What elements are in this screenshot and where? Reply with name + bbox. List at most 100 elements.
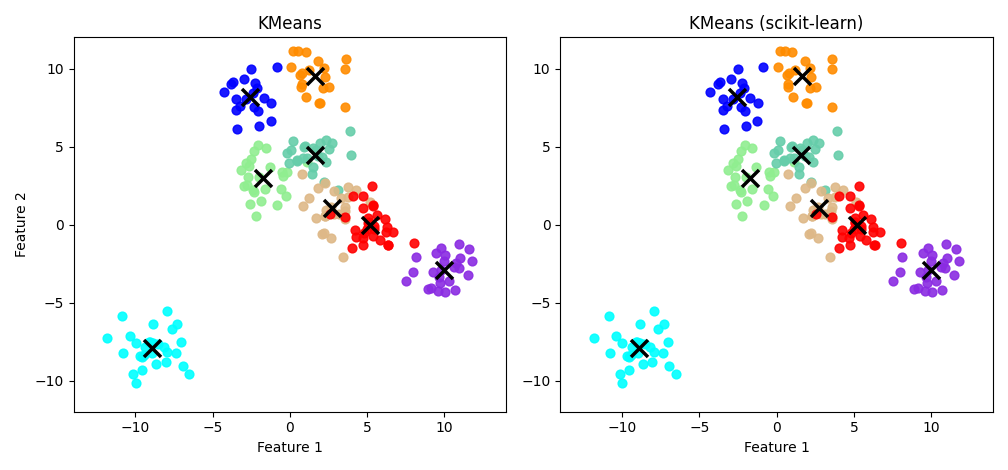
Point	[937, 240, 954, 248]
Point	[770, 64, 786, 71]
Point	[602, 349, 618, 357]
Point	[727, 173, 743, 180]
Point	[802, 64, 818, 72]
Point	[311, 99, 328, 107]
Point	[261, 163, 277, 171]
Point	[788, 195, 804, 202]
Point	[325, 204, 341, 212]
Point	[801, 84, 817, 92]
Point	[799, 139, 815, 147]
Point	[784, 93, 800, 101]
Point	[460, 272, 476, 279]
Point	[917, 288, 933, 295]
Point	[433, 266, 450, 274]
Point	[345, 192, 361, 200]
Point	[822, 253, 838, 260]
Point	[250, 141, 266, 149]
Point	[378, 229, 394, 236]
Point	[246, 148, 262, 155]
Point	[737, 108, 753, 115]
Point	[787, 67, 803, 74]
Point	[855, 211, 871, 218]
Point	[379, 224, 395, 231]
Point	[952, 257, 968, 265]
Point	[437, 288, 454, 296]
Point	[301, 195, 318, 202]
Point	[796, 152, 812, 160]
Point	[310, 58, 327, 65]
Point	[398, 277, 414, 285]
Point	[148, 360, 164, 368]
Point	[772, 47, 788, 55]
Point	[772, 137, 788, 145]
Point	[314, 230, 331, 238]
Point	[348, 233, 364, 241]
Point	[335, 253, 351, 260]
Point	[835, 233, 851, 241]
Point	[121, 332, 137, 340]
Point	[728, 162, 744, 170]
Point	[935, 260, 952, 267]
Point	[100, 334, 116, 342]
Point	[804, 136, 821, 144]
Point	[239, 181, 255, 189]
Point	[608, 332, 624, 340]
Point	[730, 155, 746, 162]
Point	[419, 285, 435, 292]
Point	[742, 94, 758, 101]
Point	[715, 95, 731, 102]
Point	[621, 353, 637, 360]
Point	[750, 99, 766, 107]
Point	[369, 211, 385, 218]
Point	[800, 154, 816, 161]
Point	[843, 229, 859, 236]
Point	[939, 254, 956, 261]
Point	[851, 182, 867, 189]
Point	[295, 143, 311, 151]
Point	[324, 139, 340, 147]
Point	[776, 157, 792, 165]
Point	[825, 55, 841, 63]
Point	[425, 269, 442, 276]
Point	[715, 106, 731, 113]
Point	[646, 307, 662, 314]
Point	[300, 67, 317, 74]
Point	[145, 339, 161, 346]
Point	[809, 204, 826, 211]
Point	[910, 284, 926, 292]
Point	[365, 202, 381, 210]
Point	[650, 325, 666, 332]
Point	[274, 169, 290, 176]
Point	[765, 149, 781, 157]
Point	[144, 340, 160, 348]
Point	[749, 117, 765, 125]
Point	[263, 99, 279, 107]
Point	[372, 236, 388, 243]
Point	[807, 145, 824, 153]
Point	[224, 80, 240, 88]
Point	[236, 182, 252, 189]
Point	[777, 47, 793, 55]
Point	[813, 188, 830, 195]
Point	[624, 343, 640, 351]
Point	[867, 241, 883, 249]
X-axis label: Feature 1: Feature 1	[257, 441, 323, 455]
Point	[168, 349, 184, 357]
Point	[824, 103, 840, 111]
Point	[809, 234, 826, 242]
Point	[337, 215, 353, 223]
Point	[852, 233, 868, 240]
Point	[128, 339, 144, 346]
Point	[225, 78, 241, 86]
Point	[848, 198, 864, 206]
Point	[793, 152, 809, 159]
Point	[894, 253, 910, 261]
Point	[431, 273, 448, 280]
Point	[134, 353, 150, 360]
Point	[802, 229, 818, 236]
Point	[337, 204, 353, 211]
Point	[279, 149, 295, 157]
Point	[723, 182, 739, 189]
Point	[365, 233, 381, 240]
Point	[623, 351, 639, 358]
